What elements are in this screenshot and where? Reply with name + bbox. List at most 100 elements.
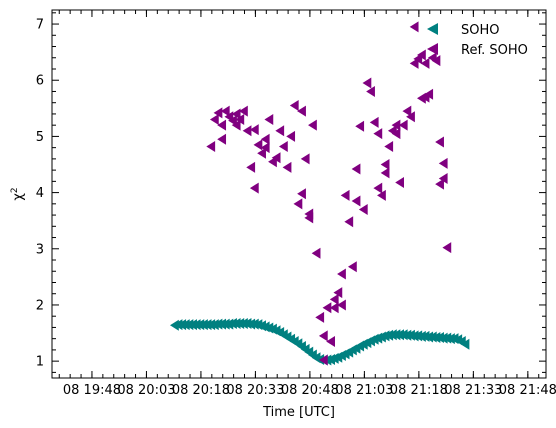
soho-point [427,331,437,343]
ref-soho-point [297,105,306,117]
ref-soho-point [308,119,317,131]
soho-point [420,330,430,342]
legend: SOHO Ref. SOHO [427,23,528,58]
ref-soho-point [438,157,448,169]
ref-soho-point [395,176,405,188]
ref-soho-point [275,125,285,137]
ref-soho-point [217,133,227,145]
ref-soho-point [282,161,292,173]
y-tick-label: 5 [36,130,44,145]
y-tick-label: 6 [36,74,44,89]
ref-soho-point [271,152,281,164]
soho-point [242,318,252,330]
ref-soho-point [311,247,321,259]
ref-soho-point [329,293,339,305]
ref-soho-point [257,147,266,159]
legend-marker-soho [427,23,438,35]
ref-soho-point [435,136,444,148]
x-tick-label: 08 21:03 [335,383,393,398]
ref-soho-point [249,124,259,136]
ref-soho-point [304,212,314,224]
ref-soho-point [424,88,434,100]
ref-soho-point [206,141,216,153]
ref-soho-point [318,354,328,366]
ref-soho-point [398,119,408,131]
ref-soho-point [351,163,361,175]
ref-soho-point [380,159,390,171]
ref-soho-point [347,261,357,273]
soho-point [413,330,423,342]
ref-soho-point [209,114,219,126]
ref-soho-point [391,128,401,140]
ref-soho-point [380,167,390,179]
ref-soho-point [286,130,296,142]
x-tick-label: 08 20:03 [117,383,175,398]
ref-soho-point [384,141,394,153]
ref-soho-point [300,153,310,165]
ref-soho-point [344,216,354,228]
plot-frame [51,9,547,379]
x-tick-label: 08 19:48 [63,383,121,398]
ref-soho-point [373,128,383,140]
soho-point [406,329,415,341]
ref-soho-point [369,116,379,128]
ref-soho-point [278,141,288,153]
soho-point [460,338,470,350]
ref-soho-point [406,111,415,123]
ref-soho-point [340,189,350,201]
ref-soho-point [213,107,223,119]
ref-soho-point [293,198,303,210]
ref-soho-point [431,55,441,67]
soho-point [384,329,394,341]
ref-soho-point [420,57,430,69]
x-tick-label: 08 20:48 [281,383,339,398]
y-tick-label: 2 [36,298,44,313]
soho-point [170,319,179,331]
ref-soho-point [246,161,256,173]
ref-soho-point [260,133,270,145]
ref-soho-point [220,105,230,117]
ref-soho-point [242,125,252,137]
ref-soho-point [417,49,426,61]
series-layer [170,21,470,366]
ref-soho-point [235,114,245,126]
ref-soho-point [402,105,412,117]
legend-label-ref-soho: Ref. SOHO [461,43,528,58]
y-tick-label: 3 [36,242,44,257]
ref-soho-point [297,188,306,200]
ref-soho-point [366,85,375,97]
ref-soho-point [373,182,383,194]
soho-point [442,332,452,344]
ref-soho-point [355,120,365,132]
ref-soho-point [249,182,259,194]
ref-soho-point [253,139,263,151]
soho-point [435,332,444,344]
legend-label-soho: SOHO [461,23,500,38]
series-soho [170,318,470,366]
soho-point [398,329,408,341]
ref-soho-point [351,195,361,207]
y-axis-label: χ2 [10,187,26,200]
ref-soho-point [260,142,270,154]
x-tick-label: 08 20:18 [172,383,230,398]
ref-soho-point [322,302,332,314]
ref-soho-point [435,178,444,190]
soho-point [380,330,390,342]
ref-soho-point [315,311,325,323]
ref-soho-point [438,173,448,185]
ref-soho-point [337,299,346,311]
y-tick-label: 7 [36,18,44,33]
ref-soho-point [409,21,419,33]
legend-marker-ref-soho [427,43,438,55]
soho-point [315,353,325,365]
ref-soho-point [329,302,339,314]
y-tick-label: 4 [36,186,44,201]
ref-soho-point [391,119,401,131]
x-tick-label: 08 20:33 [226,383,284,398]
ref-soho-point [333,287,343,299]
ref-soho-point [239,105,248,117]
ref-soho-point [442,242,452,254]
ref-soho-point [231,108,241,120]
ref-soho-point [264,114,274,126]
ref-soho-point [377,189,386,201]
